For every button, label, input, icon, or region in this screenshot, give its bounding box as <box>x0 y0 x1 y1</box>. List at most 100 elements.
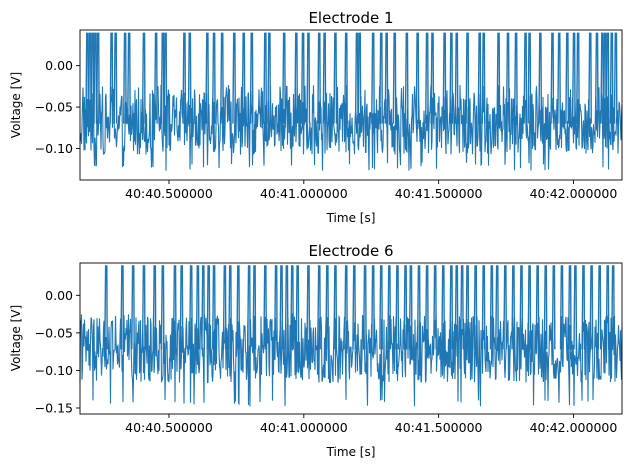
spike-mark <box>589 265 594 350</box>
spike-mark <box>597 265 602 350</box>
spike-mark <box>425 265 429 350</box>
spike-mark <box>454 265 459 350</box>
spike-mark <box>154 32 158 124</box>
x-axis-label: Time [s] <box>326 211 376 225</box>
spike-mark <box>535 265 540 350</box>
spike-mark <box>605 265 610 350</box>
spike-mark <box>131 265 135 350</box>
spike-mark <box>449 265 454 350</box>
spike-mark <box>290 265 294 350</box>
spike-mark <box>613 32 618 124</box>
spike-mark <box>232 32 236 124</box>
spike-mark <box>387 265 392 350</box>
spike-mark <box>473 265 478 350</box>
x-tick-label: 40:40.500000 <box>125 420 213 435</box>
spike-mark <box>317 265 321 350</box>
spike-mark <box>594 32 599 124</box>
spike-mark <box>465 265 470 350</box>
spike-mark <box>127 32 131 124</box>
y-tick-label: −0.15 <box>35 400 73 415</box>
spike-mark <box>201 265 205 350</box>
spike-mark <box>263 32 268 124</box>
spike-mark <box>189 265 193 350</box>
y-axis-label: Voltage [V] <box>9 305 23 371</box>
spike-mark <box>495 265 499 350</box>
spike-mark <box>449 32 454 124</box>
spike-mark <box>195 265 200 350</box>
spike-mark <box>141 265 146 350</box>
spike-mark <box>205 32 210 124</box>
spike-mark <box>247 265 251 350</box>
spike-mark <box>442 32 447 124</box>
spike-mark <box>109 32 114 124</box>
x-tick-label: 40:40.500000 <box>125 186 213 201</box>
spike-mark <box>573 265 578 350</box>
spike-mark <box>576 32 580 124</box>
spike-mark <box>433 265 437 350</box>
spike-mark <box>551 265 556 350</box>
spike-mark <box>523 32 528 124</box>
spike-mark <box>333 265 338 350</box>
series-line <box>79 313 623 407</box>
spike-mark <box>481 32 486 124</box>
spike-mark <box>284 265 289 350</box>
spike-mark <box>415 32 420 124</box>
spike-mark <box>120 265 125 350</box>
spike-mark <box>344 265 348 350</box>
chart-title: Electrode 6 <box>308 242 393 260</box>
spike-mark <box>160 265 165 350</box>
spike-mark <box>163 32 168 124</box>
spike-mark <box>416 265 421 350</box>
spike-mark <box>294 32 299 124</box>
spike-mark <box>489 265 494 350</box>
series-line <box>79 84 623 171</box>
spike-mark <box>588 32 592 124</box>
spike-mark <box>104 265 108 350</box>
spike-mark <box>93 32 98 124</box>
spike-mark <box>85 32 90 124</box>
spike-mark <box>306 32 311 124</box>
spike-mark <box>357 32 362 124</box>
spike-mark <box>527 265 532 350</box>
plot-frame <box>79 29 623 181</box>
spike-mark <box>392 32 397 124</box>
y-axis-label: Voltage [V] <box>9 72 23 138</box>
spike-mark <box>503 265 507 350</box>
spike-mark <box>228 265 232 350</box>
spike-mark <box>408 265 413 350</box>
spike-mark <box>538 32 543 124</box>
spike-mark <box>404 32 409 124</box>
spike-mark <box>481 265 486 350</box>
spike-mark <box>211 265 216 350</box>
spike-mark <box>354 32 359 124</box>
spike-mark <box>505 32 510 124</box>
spike-mark <box>220 32 224 124</box>
spike-mark <box>249 32 254 124</box>
spike-mark <box>317 32 321 124</box>
spike-mark <box>90 32 95 124</box>
spike-mark <box>425 32 429 124</box>
spike-mark <box>333 32 338 124</box>
spike-mark <box>141 32 146 124</box>
spike-mark <box>322 32 327 124</box>
spike-mark <box>206 265 211 350</box>
spike-mark <box>511 265 516 350</box>
spike-mark <box>187 32 192 124</box>
spike-mark <box>241 32 246 124</box>
spike-mark <box>300 32 305 124</box>
spike-mark <box>519 265 524 350</box>
spike-mark <box>460 265 464 350</box>
spike-mark <box>211 32 216 124</box>
spike-mark <box>477 32 482 124</box>
spike-mark <box>325 265 330 350</box>
spike-mark <box>395 265 400 350</box>
spike-mark <box>371 32 375 124</box>
spike-mark <box>279 265 284 350</box>
y-tick-label: −0.05 <box>35 325 73 340</box>
spike-mark <box>454 32 459 124</box>
plot-frame <box>79 262 623 415</box>
spike-mark <box>557 32 561 124</box>
spike-mark <box>352 265 356 350</box>
spike-mark <box>567 265 572 350</box>
